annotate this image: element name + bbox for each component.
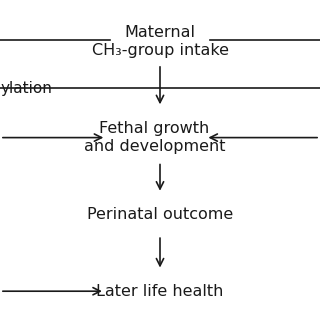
Text: Later life health: Later life health: [96, 284, 224, 299]
Text: ylation: ylation: [0, 81, 52, 95]
Text: Maternal
CH₃-group intake: Maternal CH₃-group intake: [92, 25, 228, 58]
Text: Perinatal outcome: Perinatal outcome: [87, 207, 233, 222]
Text: Fethal growth
and development: Fethal growth and development: [84, 121, 225, 154]
